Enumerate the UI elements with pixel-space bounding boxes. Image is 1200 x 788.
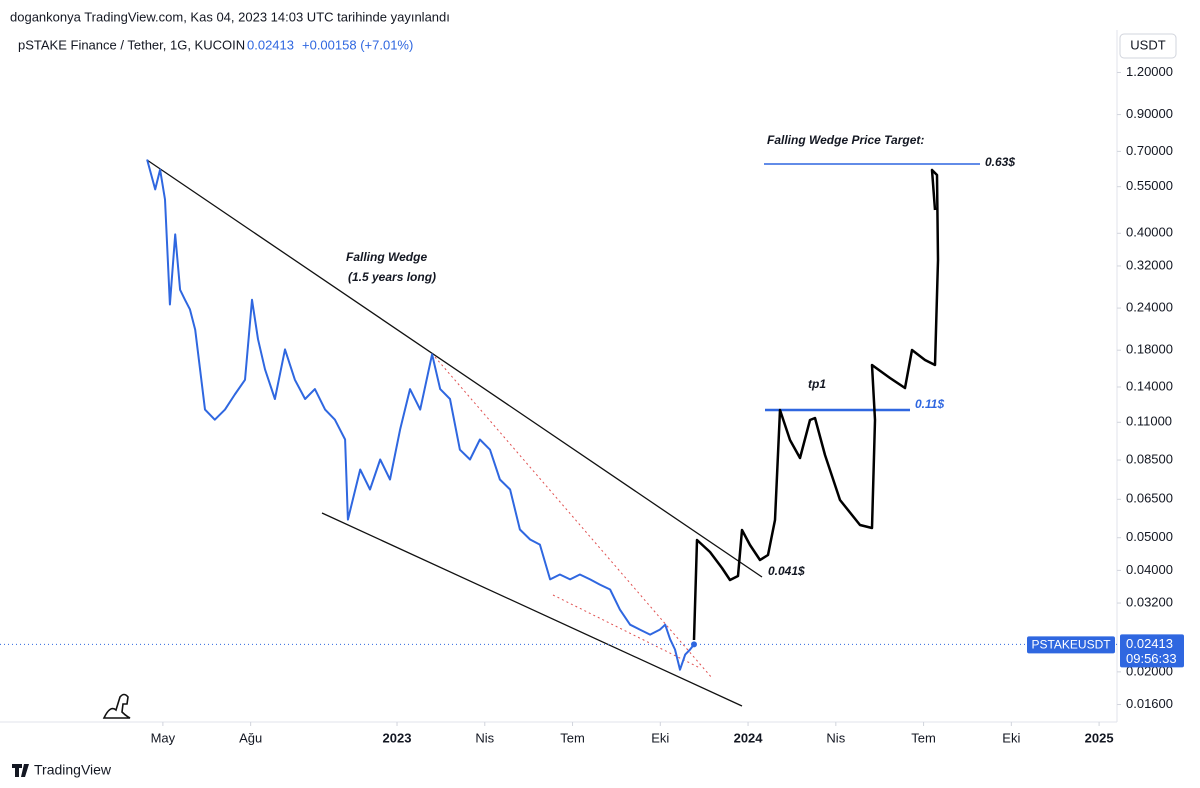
inner-line (434, 356, 713, 679)
y-tick-label: 0.14000 (1126, 378, 1173, 393)
x-tick-label: May (151, 730, 176, 745)
y-tick-label: 0.11000 (1126, 414, 1172, 429)
x-tick-label: 2023 (383, 730, 412, 745)
annotation: (1.5 years long) (348, 270, 436, 284)
published-note: dogankonya TradingView.com, Kas 04, 2023… (10, 9, 450, 24)
y-tick-label: 0.40000 (1126, 225, 1173, 240)
annotation: 0.11$ (915, 397, 944, 411)
annotation: Falling Wedge (346, 250, 427, 264)
annotation: 0.63$ (985, 155, 1015, 169)
y-tick-label: 0.55000 (1126, 178, 1173, 193)
inner-line (552, 594, 701, 669)
y-tick-label: 0.70000 (1126, 143, 1173, 158)
last-point (691, 641, 698, 648)
wedge-upper (146, 159, 763, 578)
x-tick-label: 2024 (734, 730, 764, 745)
annotation: Falling Wedge Price Target: (767, 133, 924, 147)
x-tick-label: 2025 (1085, 730, 1114, 745)
y-tick-label: 0.05000 (1126, 529, 1173, 544)
price-tag (1120, 634, 1184, 668)
price-line (146, 159, 695, 671)
x-tick-label: Eki (1002, 730, 1020, 745)
currency-box[interactable] (1119, 33, 1177, 59)
countdown: 09:56:33 (1126, 651, 1177, 666)
dino-icon[interactable] (102, 693, 131, 719)
wedge-lower (321, 512, 743, 707)
y-tick-label: 0.90000 (1126, 106, 1173, 121)
projection-drawing (692, 168, 940, 641)
y-tick-label: 0.04000 (1126, 562, 1173, 577)
x-tick-label: Eki (651, 730, 669, 745)
price-tag-label: 0.02413 (1126, 636, 1173, 651)
y-tick-label: 0.01600 (1126, 696, 1173, 711)
y-tick-label: 0.32000 (1126, 257, 1173, 272)
x-tick-label: Tem (911, 730, 936, 745)
tv-logo (12, 764, 29, 777)
ticker-tag-label: PSTAKEUSDT (1031, 638, 1111, 652)
header-change: +0.00158 (+7.01%) (302, 37, 413, 52)
y-tick-label: 0.03200 (1126, 594, 1173, 609)
brand: TradingView (34, 762, 112, 778)
annotation: 0.041$ (768, 564, 805, 578)
y-tick-label: 0.18000 (1126, 342, 1173, 357)
x-tick-label: Nis (475, 730, 494, 745)
header-price: 0.02413 (247, 37, 294, 52)
x-tick-label: Nis (826, 730, 845, 745)
ticker-tag (1027, 636, 1115, 654)
y-tick-label: 0.06500 (1126, 491, 1173, 506)
y-tick-label: 0.08500 (1126, 451, 1173, 466)
annotation: tp1 (808, 377, 826, 391)
y-tick-label: 0.24000 (1126, 300, 1173, 315)
x-tick-label: Tem (560, 730, 585, 745)
y-tick-label: 1.20000 (1126, 64, 1173, 79)
currency: USDT (1130, 37, 1165, 52)
x-tick-label: Ağu (239, 730, 262, 745)
symbol-title: pSTAKE Finance / Tether, 1G, KUCOIN (18, 37, 245, 52)
